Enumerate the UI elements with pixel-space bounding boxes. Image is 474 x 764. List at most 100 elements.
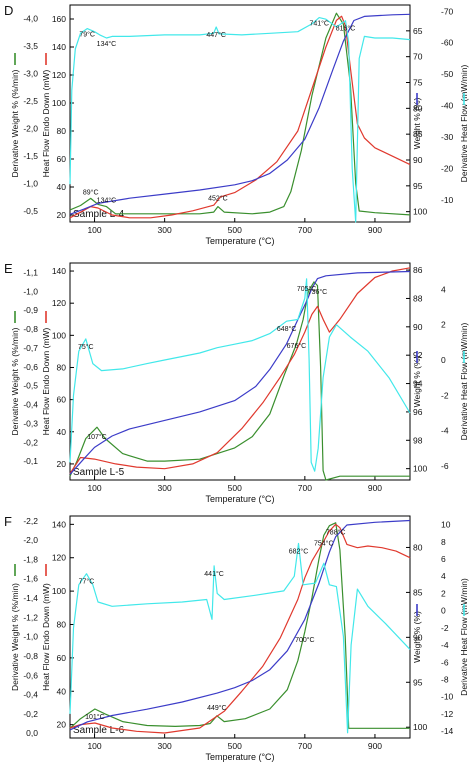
peak-annotation: 107°C	[87, 433, 107, 441]
derivative-weight-tick-label: -2,0	[23, 535, 38, 545]
derivative-heat-flow-tick-label: 6	[441, 554, 446, 564]
weight-tick-label: 90	[413, 155, 423, 165]
derivative-weight-tick-label: -1,0	[23, 179, 38, 189]
derivative-heat-flow-tick-label: -30	[441, 132, 454, 142]
peak-annotation: 449°C	[207, 704, 227, 712]
weight-tick-label: 70	[413, 52, 423, 62]
derivative-heat-flow-tick-label: -70	[441, 6, 454, 16]
weight-tick-label: 92	[413, 350, 423, 360]
derivative-weight-tick-label: -0,5	[23, 206, 38, 216]
heat-flow-tick-label: 20	[57, 459, 67, 469]
panel-label: D	[4, 3, 13, 18]
derivative-weight-tick-label: -0,8	[23, 651, 38, 661]
series-heat-flow	[69, 523, 411, 734]
derivative-heat-flow-tick-label: -60	[441, 38, 454, 48]
x-axis-title: Temperature (°C)	[205, 752, 274, 762]
derivative-weight-tick-label: -1,4	[23, 593, 38, 603]
heat-flow-tick-label: 160	[52, 14, 66, 24]
weight-tick-label: 98	[413, 435, 423, 445]
heat-flow-tick-label: 100	[52, 330, 66, 340]
series-derivative-heat-flow	[69, 278, 411, 472]
heat-flow-axis-title: Heat Flow Endo Down (mW)	[41, 327, 51, 435]
derivative-weight-tick-label: -0,6	[23, 362, 38, 372]
derivative-heat-flow-tick-label: 4	[441, 284, 446, 294]
series-derivative-weight	[69, 281, 410, 481]
plot-frame	[69, 262, 411, 481]
derivative-heat-flow-tick-label: -4	[441, 426, 449, 436]
heat-flow-tick-label: 120	[52, 553, 66, 563]
derivative-weight-tick-label: 0,0	[26, 728, 38, 738]
derivative-heat-flow-tick-label: -12	[441, 709, 454, 719]
derivative-heat-flow-tick-label: -4	[441, 640, 449, 650]
peak-annotation: 134°C	[97, 40, 117, 48]
derivative-heat-flow-tick-label: 2	[441, 320, 446, 330]
weight-tick-label: 85	[413, 587, 423, 597]
weight-tick-label: 75	[413, 78, 423, 88]
series-heat-flow	[69, 267, 411, 474]
derivative-weight-tick-label: -1,0	[23, 632, 38, 642]
derivative-heat-flow-tick-label: -50	[441, 69, 454, 79]
derivative-heat-flow-tick-label: -2	[441, 623, 449, 633]
x-tick-label: 300	[158, 225, 172, 235]
weight-tick-label: 95	[413, 181, 423, 191]
derivative-heat-flow-tick-label: 0	[441, 606, 446, 616]
peak-annotation: 648°C	[277, 325, 297, 333]
x-tick-label: 100	[87, 741, 101, 751]
sample-label: Sample L-6	[73, 725, 125, 736]
derivative-weight-tick-label: -1,5	[23, 151, 38, 161]
series-weight	[69, 519, 411, 731]
derivative-heat-flow-tick-label: -20	[441, 164, 454, 174]
peak-annotation: 676°C	[287, 342, 307, 350]
heat-flow-axis-title: Heat Flow Endo Down (mW)	[41, 583, 51, 691]
x-tick-label: 700	[298, 741, 312, 751]
derivative-heat-flow-tick-label: 8	[441, 537, 446, 547]
derivative-weight-tick-label: -2,5	[23, 96, 38, 106]
heat-flow-tick-label: 80	[57, 619, 67, 629]
panel-label: E	[4, 261, 13, 276]
derivative-weight-tick-label: -1,2	[23, 612, 38, 622]
peak-annotation: 77°C	[79, 578, 95, 586]
peak-annotation: 452°C	[208, 195, 228, 203]
heat-flow-tick-label: 40	[57, 686, 67, 696]
derivative-heat-flow-tick-label: 10	[441, 520, 451, 530]
x-tick-label: 100	[87, 483, 101, 493]
weight-tick-label: 100	[413, 464, 427, 474]
weight-axis-title: Weight % (%)	[412, 611, 422, 663]
x-axis-title: Temperature (°C)	[205, 236, 274, 246]
x-tick-label: 300	[158, 483, 172, 493]
x-tick-label: 900	[368, 225, 382, 235]
weight-axis-title: Weight % (%)	[412, 355, 422, 407]
derivative-heat-flow-tick-label: -6	[441, 657, 449, 667]
series-derivative-weight	[69, 522, 410, 729]
weight-tick-label: 94	[413, 379, 423, 389]
series-weight	[69, 270, 411, 475]
x-tick-label: 900	[368, 741, 382, 751]
x-tick-label: 700	[298, 225, 312, 235]
derivative-weight-tick-label: -0,5	[23, 381, 38, 391]
series-weight	[69, 13, 411, 215]
derivative-weight-tick-label: -4,0	[23, 14, 38, 24]
peak-annotation: 447°C	[206, 31, 226, 39]
derivative-weight-tick-label: -0,2	[23, 709, 38, 719]
derivative-weight-tick-label: -0,7	[23, 343, 38, 353]
derivative-heat-flow-tick-label: 4	[441, 571, 446, 581]
derivative-heat-flow-tick-label: -2	[441, 390, 449, 400]
x-tick-label: 500	[228, 741, 242, 751]
heat-flow-tick-label: 20	[57, 210, 67, 220]
heat-flow-tick-label: 100	[52, 98, 66, 108]
derivative-weight-tick-label: -1,6	[23, 574, 38, 584]
heat-flow-tick-label: 60	[57, 395, 67, 405]
weight-tick-label: 65	[413, 26, 423, 36]
peak-annotation: 682°C	[289, 548, 309, 556]
heat-flow-tick-label: 120	[52, 298, 66, 308]
peak-annotation: 754°C	[314, 539, 334, 547]
heat-flow-axis-title: Heat Flow Endo Down (mW)	[41, 69, 51, 177]
peak-annotation: 101°C	[85, 713, 105, 721]
derivative-weight-tick-label: -1,0	[23, 286, 38, 296]
panel-label: F	[4, 514, 12, 529]
derivative-heat-flow-axis-title: Derivative Heat Flow (mW/min)	[459, 323, 469, 441]
derivative-weight-tick-label: -0,9	[23, 305, 38, 315]
peak-annotation: 134°C	[97, 197, 117, 205]
